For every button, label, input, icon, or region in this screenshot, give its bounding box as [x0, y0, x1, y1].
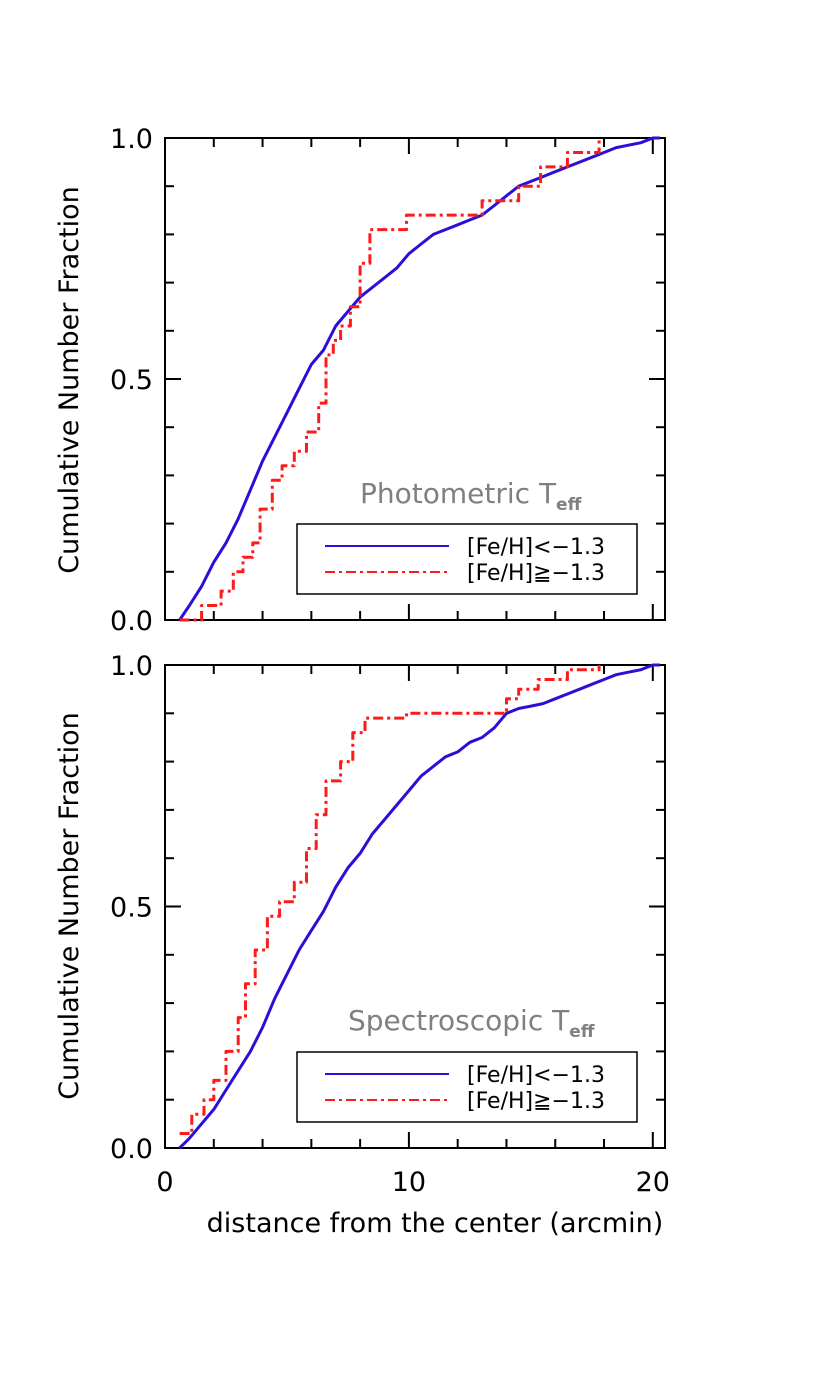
legend-box	[296, 1051, 638, 1123]
x-axis-title: distance from the center (arcmin)	[207, 1208, 664, 1239]
y-tick-label: 1.0	[110, 651, 153, 682]
legend-box	[296, 523, 638, 595]
series-line-metal-rich	[179, 665, 601, 1135]
legend-label: [Fe/H]≧−1.3	[467, 561, 605, 586]
y-tick-label: 0.0	[110, 1134, 153, 1165]
legend-label: [Fe/H]<−1.3	[467, 535, 605, 560]
x-tick-label: 10	[392, 1167, 426, 1198]
y-axis-title: Cumulative Number Fraction	[54, 712, 85, 1100]
x-tick-label: 0	[156, 1167, 173, 1198]
panel-annotation: Spectroscopic Teff	[348, 1004, 595, 1042]
y-tick-label: 0.5	[110, 893, 153, 924]
panel-annotation-sub: eff	[556, 495, 582, 515]
panel-1: 0.0 0.5 1.0 Cumulative Number Fraction Photo…	[54, 124, 666, 637]
panel-annotation-sub: eff	[569, 1022, 595, 1042]
y-tick-label: 0.5	[110, 365, 153, 396]
panel-annotation: Photometric Teff	[360, 477, 582, 515]
y-axis-title: Cumulative Number Fraction	[54, 186, 85, 574]
legend-label: [Fe/H]≧−1.3	[467, 1089, 605, 1114]
y-tick-label: 1.0	[110, 124, 153, 155]
series-line-metal-poor	[178, 136, 661, 621]
legend-label: [Fe/H]<−1.3	[467, 1063, 605, 1088]
panel-2: 0.0 0.5 1.0 0 10 20 Cumulative Number Fraction…	[54, 651, 670, 1239]
series-line-metal-rich	[179, 138, 601, 622]
series-line-metal-poor	[178, 663, 661, 1150]
x-tick-label: 20	[636, 1167, 670, 1198]
y-tick-label: 0.0	[110, 606, 153, 637]
